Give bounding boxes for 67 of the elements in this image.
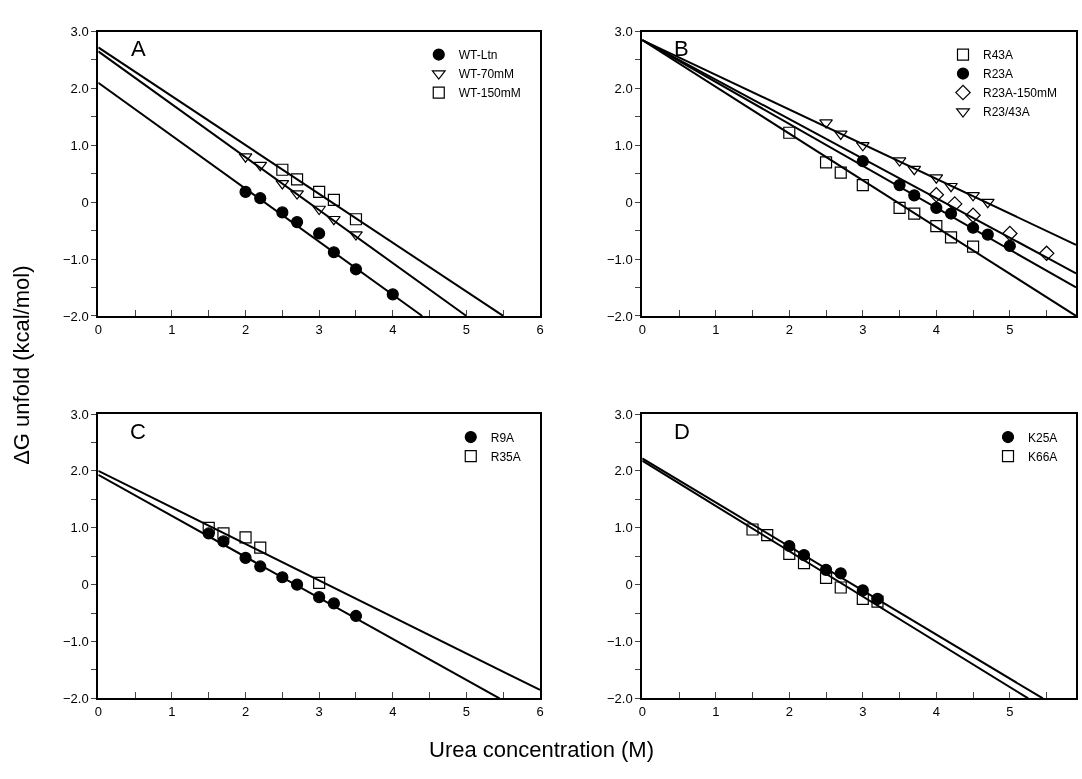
legend-label: WT-150mM [458, 86, 521, 101]
x-tick-label: 2 [241, 704, 250, 720]
y-tick-label: 0 [81, 577, 89, 593]
y-tick-label: 0 [625, 577, 633, 593]
chart-title: C [130, 419, 146, 444]
y-tick-label: 1.0 [70, 520, 89, 536]
y-tick-label: 0 [625, 194, 633, 210]
y-tick-label: −2.0 [63, 690, 89, 706]
y-tick-label: −1.0 [606, 634, 633, 650]
y-tick-label: 0 [81, 194, 89, 210]
x-tick-label: 5 [1006, 321, 1014, 337]
x-tick-label: 2 [785, 704, 793, 720]
legend-label: R9A [490, 430, 515, 445]
x-tick-label: 3 [859, 321, 867, 337]
chart-title: B [674, 36, 689, 61]
x-tick-label: 5 [1006, 704, 1014, 720]
x-tick-label: 6 [536, 321, 544, 337]
y-tick-label: −2.0 [606, 308, 633, 324]
x-tick-label: 4 [389, 704, 397, 720]
y-tick-label: 1.0 [614, 137, 633, 153]
chart-title: A [131, 36, 146, 61]
x-tick-label: 1 [712, 321, 720, 337]
x-tick-label: 4 [932, 704, 940, 720]
x-tick-label: 2 [785, 321, 793, 337]
legend-label: R43A [983, 48, 1014, 63]
x-tick-label: 4 [932, 321, 940, 337]
x-tick-label: 6 [536, 704, 544, 720]
y-tick-label: −1.0 [606, 251, 633, 267]
legend-label: R23/43A [983, 105, 1030, 120]
legend-label: R23A-150mM [983, 86, 1058, 101]
x-tick-label: 1 [168, 704, 176, 720]
y-axis-title: ΔG unfold (kcal/mol) [8, 265, 34, 465]
chart-title: D [674, 419, 690, 444]
y-tick-label: −2.0 [606, 690, 633, 706]
y-tick-label: 2.0 [70, 80, 89, 96]
x-tick-label: 3 [859, 704, 867, 720]
y-tick-label: −1.0 [63, 634, 89, 650]
y-tick-label: 1.0 [614, 520, 633, 536]
x-axis-title: Urea concentration (M) [429, 737, 654, 762]
y-tick-label: 3.0 [614, 406, 633, 422]
x-tick-label: 2 [241, 321, 250, 337]
x-tick-label: 0 [638, 321, 646, 337]
legend-label: WT-Ltn [458, 48, 498, 63]
x-tick-label: 3 [315, 704, 323, 720]
legend-label: R23A [983, 67, 1014, 82]
x-tick-label: 4 [389, 321, 397, 337]
y-tick-label: −1.0 [63, 251, 89, 267]
legend-label: K66A [1028, 449, 1058, 464]
y-tick-label: 1.0 [70, 137, 89, 153]
x-tick-label: 0 [94, 704, 102, 720]
y-tick-label: 2.0 [614, 463, 633, 479]
legend-label: K25A [1028, 430, 1058, 445]
x-tick-label: 5 [462, 321, 470, 337]
y-tick-label: 3.0 [70, 24, 89, 40]
legend-label: R35A [490, 449, 521, 464]
legend-label: WT-70mM [458, 67, 515, 82]
y-tick-label: 3.0 [70, 406, 89, 422]
x-tick-label: 1 [168, 321, 176, 337]
x-tick-label: 0 [638, 704, 646, 720]
x-tick-label: 0 [94, 321, 102, 337]
y-tick-label: 2.0 [70, 463, 89, 479]
x-tick-label: 1 [712, 704, 720, 720]
x-tick-label: 5 [462, 704, 470, 720]
x-tick-label: 3 [315, 321, 323, 337]
y-tick-label: 3.0 [614, 24, 633, 40]
y-tick-label: 2.0 [614, 80, 633, 96]
y-tick-label: −2.0 [63, 308, 89, 324]
